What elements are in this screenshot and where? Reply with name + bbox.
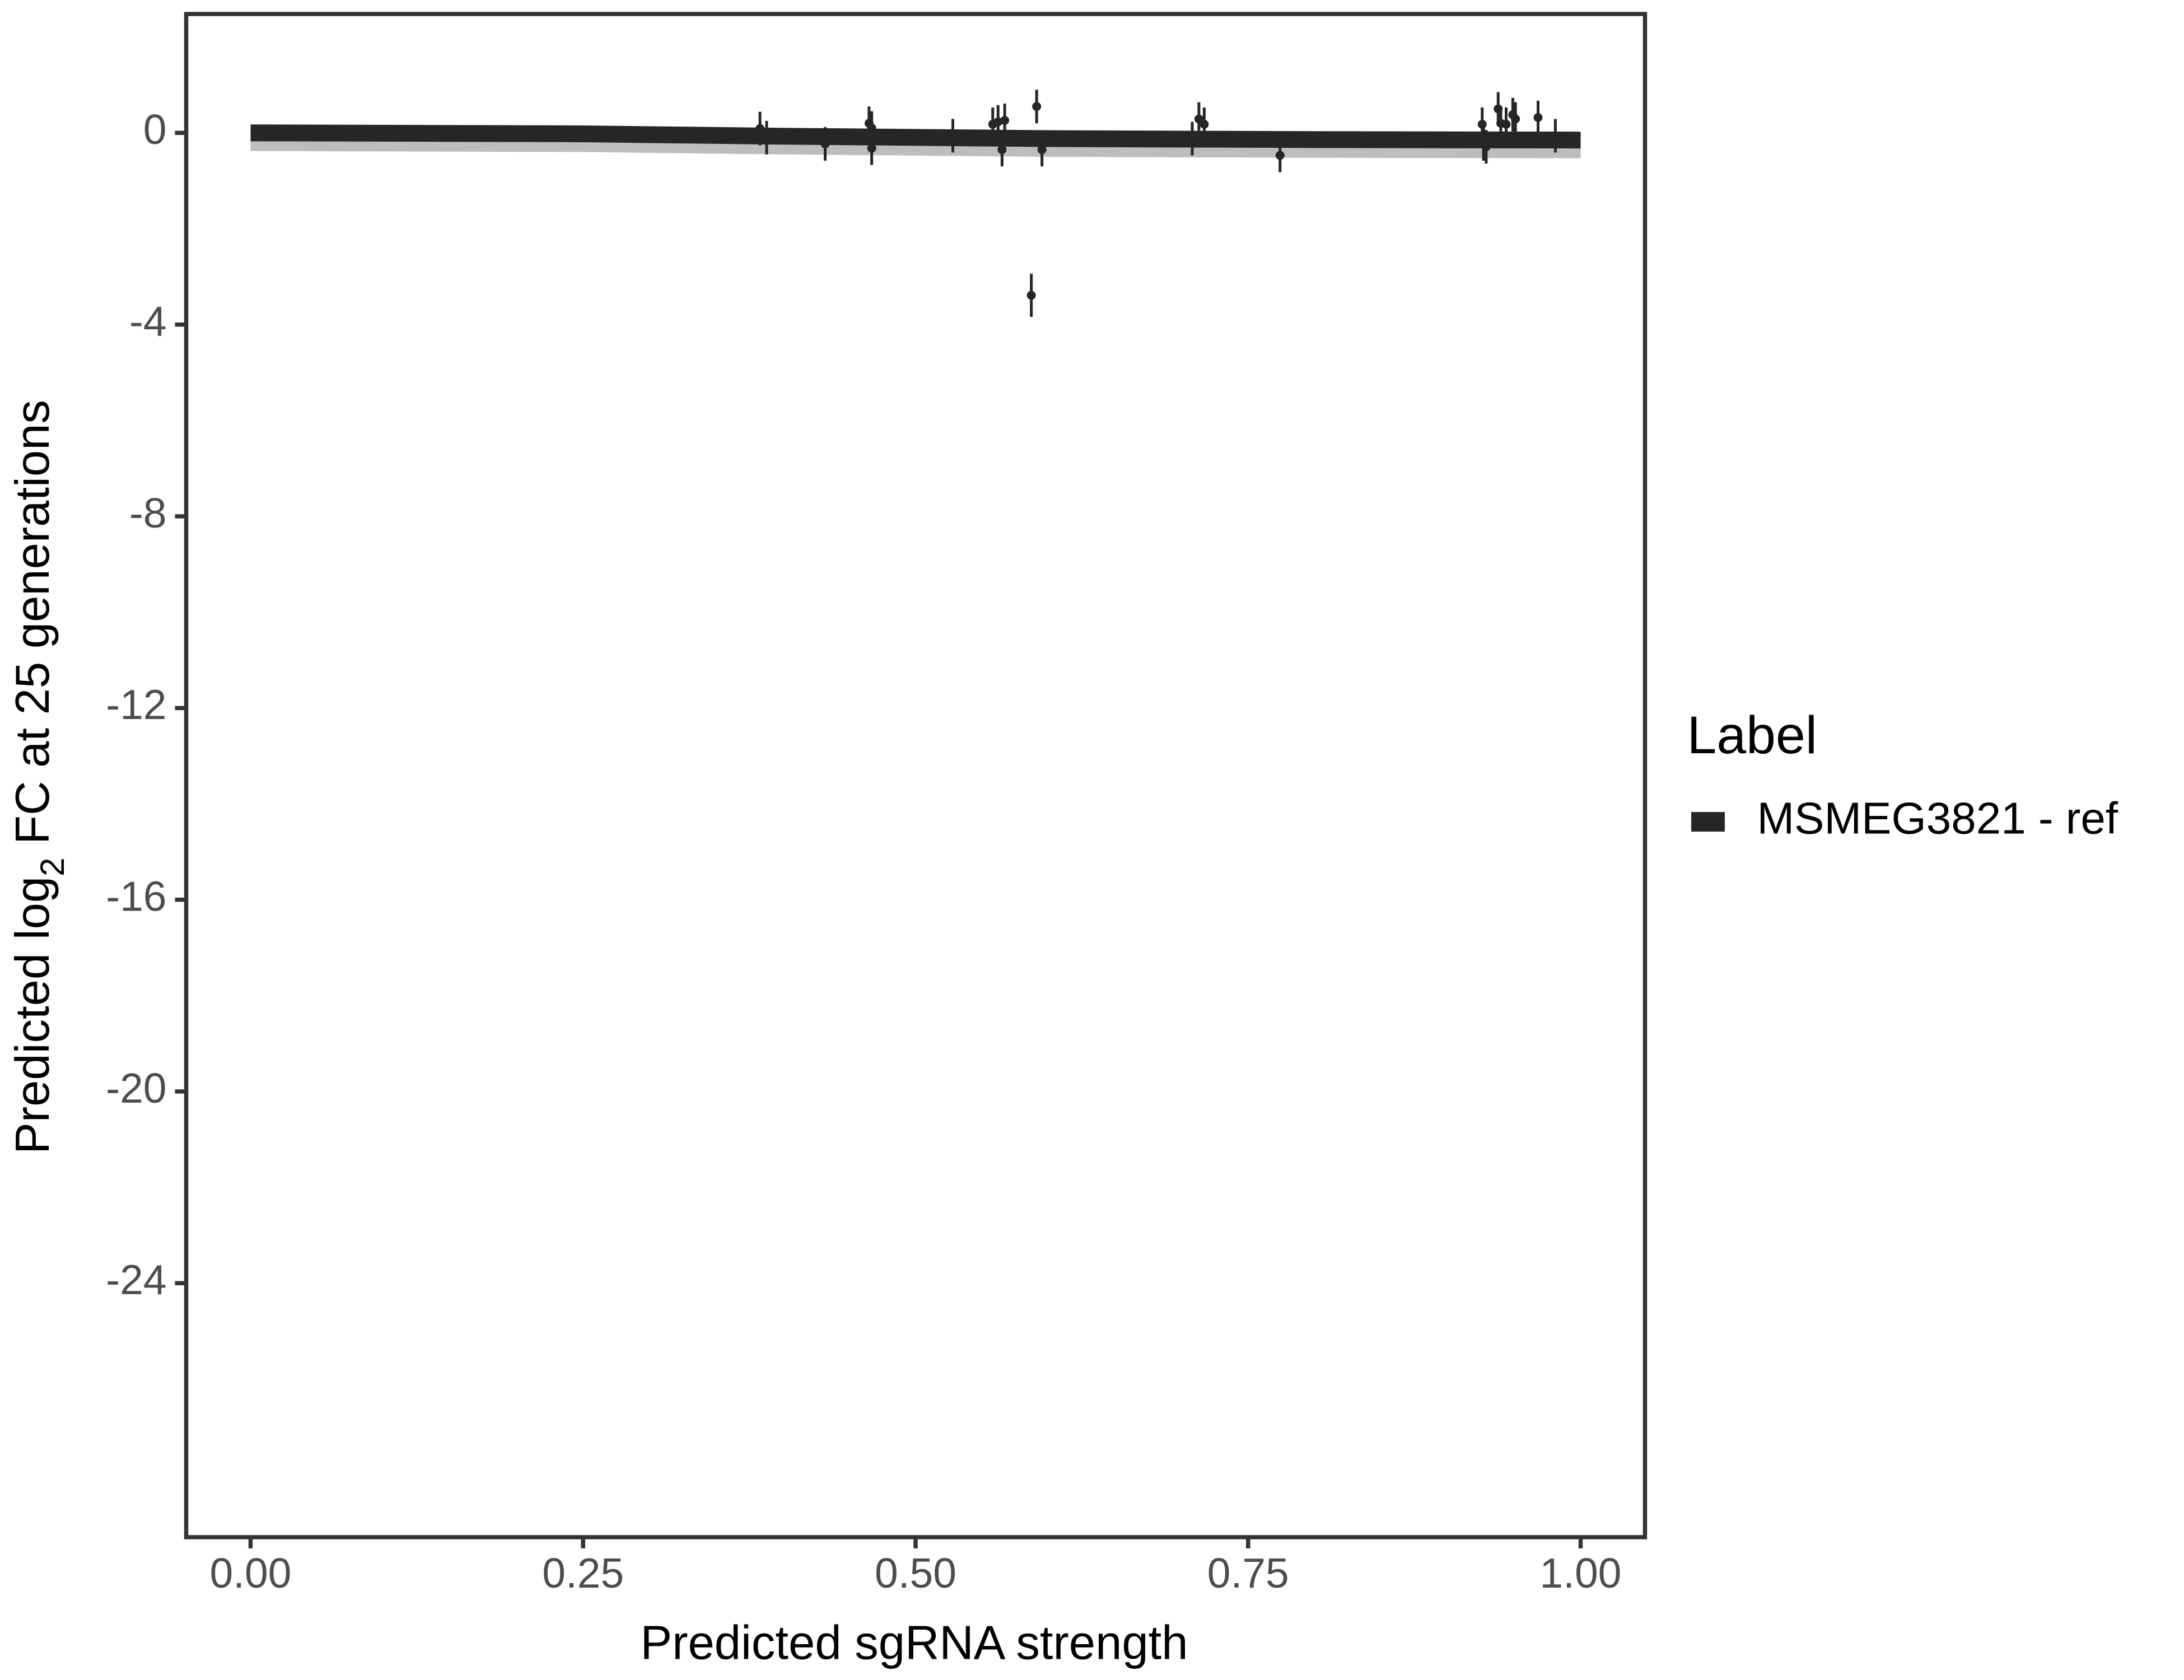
point [1551,131,1560,141]
y-axis-title: Predicted log2 FC at 25 generations [6,400,71,1154]
y-tick-label: -16 [106,872,166,920]
y-tick-label: -12 [106,681,166,728]
legend-key [1691,812,1725,832]
y-axis-title-part: FC at 25 generations [6,400,59,857]
y-tick-label: -8 [129,489,167,536]
x-axis-title: Predicted sgRNA strength [641,1616,1188,1669]
point [755,124,765,133]
point [867,123,876,133]
x-tick-label: 0.25 [542,1550,624,1597]
legend-label: MSMEG3821 - ref [1757,794,2118,843]
point [1000,116,1010,125]
y-tick-label: -24 [106,1256,166,1303]
point [1188,134,1197,143]
point [1032,102,1042,111]
x-tick-label: 0.50 [875,1550,956,1597]
y-axis-title-part: Predicted log [6,876,59,1154]
point [948,131,958,141]
y-tick-label: 0 [143,106,167,153]
point [1037,145,1047,155]
point [762,133,771,142]
y-tick-label: -4 [129,297,167,344]
y-axis-title-sub: 2 [34,857,71,876]
point [997,145,1007,155]
x-tick-label: 0.00 [209,1550,291,1597]
point [1533,113,1543,122]
point [1026,291,1036,300]
point [1477,119,1487,129]
fit-line [250,124,1581,149]
x-tick-label: 0.75 [1207,1550,1289,1597]
point [1200,119,1209,129]
x-tick-label: 1.00 [1540,1550,1622,1597]
y-tick-label: -20 [106,1065,166,1112]
point [1481,142,1491,152]
point [820,139,830,148]
plot-area [250,90,1581,317]
point [1275,151,1285,160]
point [867,143,876,153]
legend-title: Label [1687,706,1817,765]
point [993,117,1003,127]
point [1511,114,1520,124]
point [1501,119,1511,129]
